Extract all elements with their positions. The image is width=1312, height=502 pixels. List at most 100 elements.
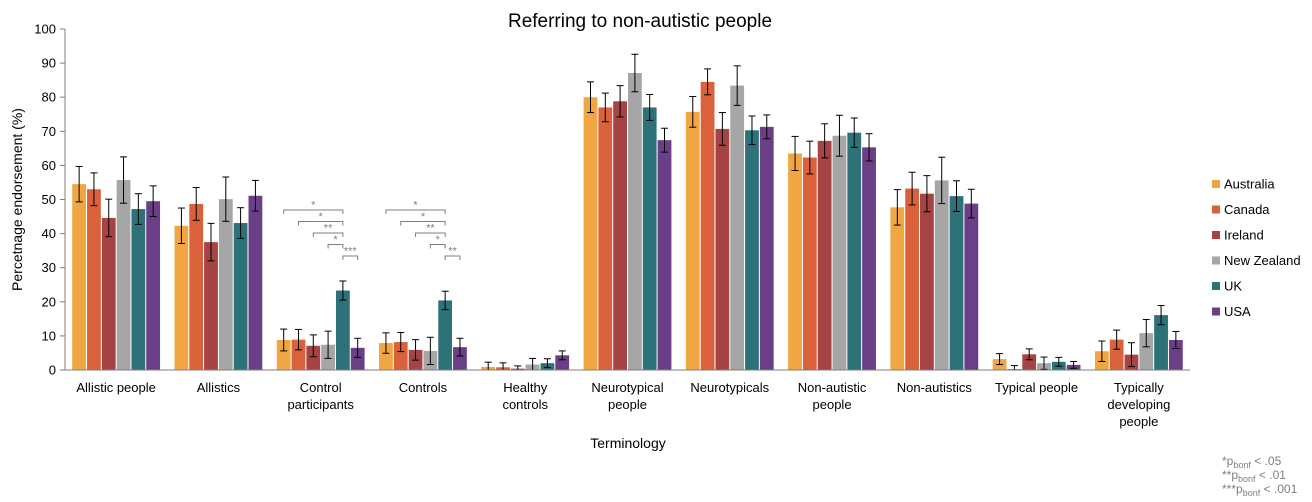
significance-key-sub: bonf [1233,460,1251,470]
bar-australia [174,225,189,370]
legend-swatch [1212,282,1220,290]
significance-key-stars: * [1222,454,1227,468]
bar-canada [598,107,613,371]
x-category-label: Controls [399,380,448,395]
bar-australia [72,184,87,370]
bar-uk [745,130,759,370]
significance-bracket [283,209,344,214]
significance-key-stars: ** [1222,468,1232,482]
significance-key-sub: bonf [1238,474,1256,484]
bar-ireland [817,140,832,370]
x-category-label: Allistics [197,380,241,395]
y-tick-label: 90 [42,56,56,71]
legend-swatch [1212,231,1220,239]
x-category-label: Non-autistic [798,380,867,395]
significance-key-threshold: < .05 [1251,454,1282,468]
y-tick-label: 80 [42,90,56,105]
significance-bracket [312,232,344,237]
x-category-label: Typically [1114,380,1164,395]
bar-usa [350,347,365,370]
bar-usa [146,201,161,370]
significance-label: * [436,234,441,246]
bar-uk [642,107,657,371]
bar-uk [438,300,453,370]
x-category-label: Control [300,380,342,395]
bar-uk [1154,315,1168,370]
x-category-label: controls [502,397,548,412]
significance-label: * [319,211,324,223]
significance-label: ** [448,246,457,258]
legend-label: Canada [1224,202,1270,217]
bar-new-zealand [832,135,847,370]
y-tick-label: 70 [42,124,56,139]
significance-label: * [413,200,418,212]
significance-label: * [333,234,338,246]
significance-bracket [297,221,344,226]
legend-label: New Zealand [1224,253,1301,268]
significance-label: ** [324,223,333,235]
significance-label: * [311,200,316,212]
y-tick-label: 30 [42,260,56,275]
y-tick-label: 100 [34,22,56,37]
significance-bracket [327,244,344,249]
x-category-label: people [813,397,852,412]
bar-uk [847,132,862,370]
x-category-label: people [1119,414,1158,429]
bar-ireland [101,217,116,370]
significance-key-threshold: < .001 [1260,482,1297,496]
bar-australia [379,343,393,370]
y-tick-label: 20 [42,294,56,309]
bar-usa [862,147,876,370]
bar-canada [802,157,817,370]
bar-ireland [613,101,627,371]
significance-label: ** [426,223,435,235]
x-category-label: Neurotypical [591,380,663,395]
significance-bracket [342,255,359,260]
bar-usa [1168,339,1183,370]
bar-canada [87,189,101,370]
y-axis-title: Percetnage endorsement (%) [9,108,25,291]
bar-australia [276,339,291,370]
y-tick-label: 0 [49,363,56,378]
bar-uk [233,223,248,370]
bar-usa [248,195,263,370]
legend-label: UK [1224,279,1242,294]
significance-bracket [415,232,446,237]
bar-canada [700,81,715,370]
x-category-label: participants [287,397,354,412]
bar-usa [759,126,774,370]
bar-ireland [920,193,934,370]
bar-canada [291,339,306,370]
bar-new-zealand [116,180,131,370]
significance-key-p: p [1227,454,1234,468]
x-category-label: people [608,397,647,412]
bar-new-zealand [218,199,233,370]
significance-key-line: **pbonf < .01 [1222,468,1286,484]
y-tick-label: 60 [42,158,56,173]
bar-new-zealand [1139,333,1154,370]
significance-key-line: ***pbonf < .001 [1222,482,1298,498]
x-category-label: Typical people [995,380,1078,395]
bar-new-zealand [628,72,642,370]
y-tick-label: 40 [42,226,56,241]
bar-usa [964,203,979,370]
significance-key-sub: bonf [1243,488,1261,498]
bar-new-zealand [730,85,745,370]
bar-canada [393,342,408,370]
significance-key-p: p [1236,482,1243,496]
significance-label: * [421,211,426,223]
bar-usa [453,347,467,370]
x-axis-title: Terminology [590,435,665,451]
significance-key-threshold: < .01 [1256,468,1287,482]
significance-key-stars: *** [1222,482,1236,496]
x-category-label: Allistic people [76,380,156,395]
significance-bracket [444,255,461,260]
bar-uk [335,290,350,370]
bar-new-zealand [934,180,949,370]
legend-label: Australia [1224,177,1275,192]
bar-ireland [1022,354,1037,370]
x-category-label: Non-autistics [897,380,973,395]
x-category-label: Healthy [503,380,548,395]
x-category-label: developing [1107,397,1170,412]
bar-uk [131,209,146,370]
